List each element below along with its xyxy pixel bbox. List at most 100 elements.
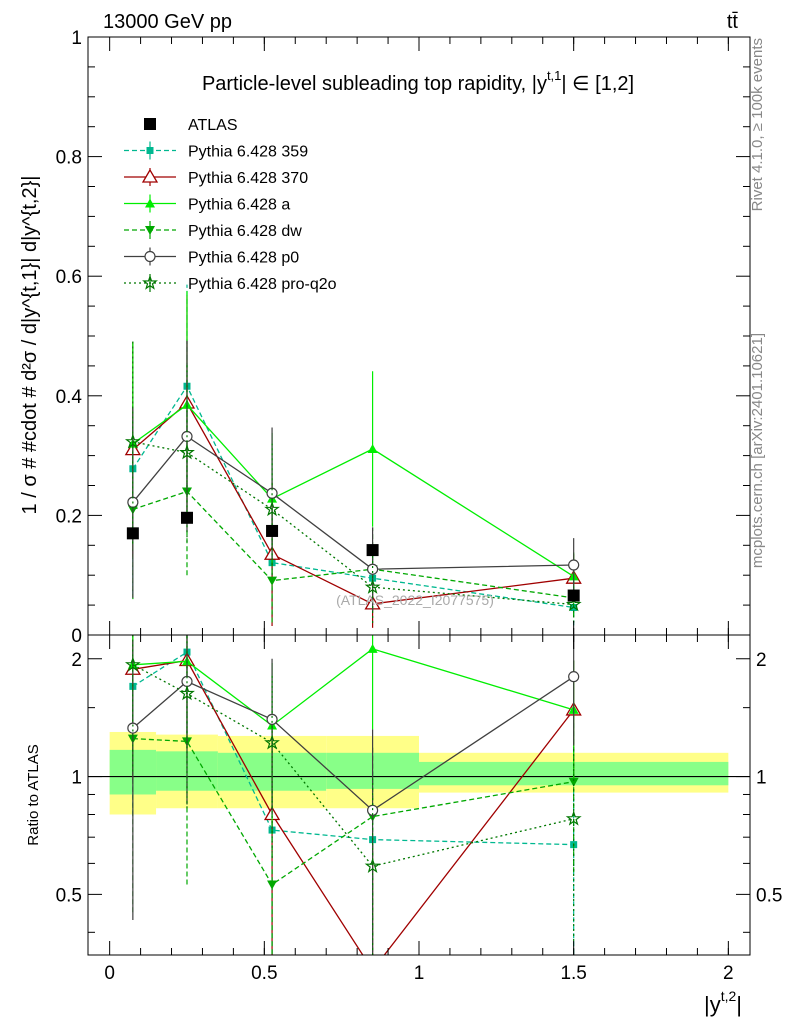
title-text: Particle-level subleading top rapidity, …: [202, 73, 547, 95]
x-tick-label: 0.5: [251, 963, 277, 984]
ratio-point-pp0: [127, 722, 139, 734]
series-line-p359: [132, 384, 574, 609]
ratio-series-pdw: [127, 654, 579, 955]
ratio-y-tick-label-right: 0.5: [756, 885, 782, 906]
legend-item-pp0: Pythia 6.428 p0: [124, 247, 299, 267]
point-pp0: [366, 563, 379, 575]
legend-label-p359: Pythia 6.428 359: [188, 144, 308, 161]
ratio-point-pp0: [266, 713, 278, 725]
legend-label-atlas: ATLAS: [188, 117, 238, 134]
series-line-pq2o: [132, 441, 574, 606]
legend-item-p370: Pythia 6.428 370: [124, 168, 308, 187]
ratio-point-pp0: [568, 671, 580, 683]
collision-label: 13000 GeV pp: [103, 11, 232, 33]
series-pp0: [127, 340, 580, 612]
point-pq2o: [565, 596, 582, 612]
ratio-point-pa: [367, 643, 378, 653]
ratio-point-pp0: [366, 804, 379, 816]
xlabel-text: |y: [704, 992, 721, 1017]
point-pa: [367, 444, 378, 454]
ratio-point-pdw: [568, 777, 579, 787]
series-atlas: [126, 511, 580, 602]
legend: ATLAS Pythia 6.428 359 Pythia 6.428 370 Pyt…: [124, 117, 337, 293]
legend-marker-pq2o: [142, 274, 158, 290]
main-series-group: [124, 284, 582, 628]
ratio-y-tick-label: 1: [71, 768, 82, 789]
legend-item-pdw: Pythia 6.428 dw: [124, 221, 302, 240]
main-ylabel: 1 / σ # #cdot # d²σ / d|y^{t,1}| d|y^{t,…: [19, 176, 41, 515]
rivet-label: Rivet 4.1.0, ≥ 100k events: [749, 38, 766, 211]
ratio-point-pq2o: [264, 734, 280, 750]
y-tick-label: 0.4: [56, 387, 83, 408]
title-sup: t,1: [547, 68, 561, 83]
point-atlas: [126, 527, 139, 540]
ratio-ylabel: Ratio to ATLAS: [25, 744, 42, 845]
point-atlas: [567, 589, 580, 602]
y-tick-label: 1: [71, 28, 82, 49]
legend-label-pp0: Pythia 6.428 p0: [188, 250, 299, 267]
ratio-line-p370: [132, 659, 575, 955]
legend-label-pdw: Pythia 6.428 dw: [188, 223, 302, 240]
legend-item-atlas: ATLAS: [144, 117, 238, 134]
legend-item-pq2o: Pythia 6.428 pro-q2o: [124, 274, 337, 293]
x-tick-label: 0: [104, 963, 115, 984]
ratio-point-pq2o: [179, 685, 195, 701]
y-tick-label: 0: [71, 626, 82, 647]
process-label: tt̄: [727, 11, 739, 33]
series-line-pa: [132, 403, 575, 577]
point-atlas: [366, 544, 379, 557]
ratio-point-pq2o: [565, 810, 582, 826]
series-line-pdw: [132, 490, 574, 599]
point-pq2o: [124, 433, 141, 449]
ratio-point-pdw: [267, 880, 278, 890]
legend-marker-pp0: [144, 250, 156, 263]
main-panel: 0 0.2 0.4 0.6 0.8 1 (ATLAS_2022_I2077575) Par…: [19, 28, 751, 647]
ratio-series-group: [88, 635, 750, 975]
analysis-watermark: (ATLAS_2022_I2077575): [336, 592, 494, 608]
ratio-panel: 0.5 0.5 1 1 2 2 0 0.5 1 1.5 2 Ratio to ATLAS |yt,2…: [25, 634, 782, 1017]
ratio-line-pq2o: [132, 664, 574, 867]
xlabel-tail: |: [736, 992, 742, 1017]
series-line-pp0: [132, 435, 574, 570]
legend-label-pq2o: Pythia 6.428 pro-q2o: [188, 276, 337, 293]
plot-title: Particle-level subleading top rapidity, …: [202, 68, 634, 95]
ratio-series-pq2o: [124, 635, 582, 955]
point-atlas: [266, 524, 279, 537]
series-pq2o: [124, 340, 582, 624]
x-tick-label: 2: [723, 963, 734, 984]
point-pp0: [568, 559, 580, 571]
xlabel-sup: t,2: [721, 988, 737, 1004]
point-atlas: [180, 511, 193, 524]
legend-marker-p359: [146, 147, 154, 154]
ratio-y-tick-label: 0.5: [56, 885, 82, 906]
ratio-point-p370: [366, 963, 380, 975]
legend-item-p359: Pythia 6.428 359: [124, 141, 308, 161]
legend-label-p370: Pythia 6.428 370: [188, 170, 308, 187]
x-axis-label: |yt,2|: [704, 988, 742, 1017]
ratio-point-pq2o: [364, 857, 381, 873]
y-tick-label: 0.2: [56, 506, 82, 527]
legend-marker-pa: [145, 198, 155, 208]
ratio-y-tick-label-right: 2: [756, 650, 767, 671]
point-pq2o: [264, 501, 280, 517]
point-pdw: [267, 576, 278, 586]
y-tick-label: 0.6: [56, 267, 82, 288]
ratio-series-p359: [129, 635, 578, 955]
ratio-y-tick-label-right: 1: [756, 768, 767, 789]
legend-item-pa: Pythia 6.428 a: [124, 194, 290, 214]
ratio-y-tick-label: 2: [71, 650, 82, 671]
x-tick-label: 1.5: [560, 963, 586, 984]
legend-marker-pdw: [145, 226, 155, 235]
point-pq2o: [179, 444, 195, 460]
series-p370: [124, 295, 582, 628]
legend-marker-p370: [141, 168, 159, 183]
mcplots-label: mcplots.cern.ch [arXiv:2401.10621]: [749, 333, 766, 568]
x-tick-label: 1: [414, 963, 425, 984]
legend-label-pa: Pythia 6.428 a: [188, 197, 290, 214]
point-pq2o: [364, 578, 381, 594]
series-pdw: [127, 407, 579, 623]
ratio-point-pq2o: [124, 656, 141, 672]
y-tick-label: 0.8: [56, 148, 82, 169]
legend-marker-atlas: [144, 118, 156, 130]
